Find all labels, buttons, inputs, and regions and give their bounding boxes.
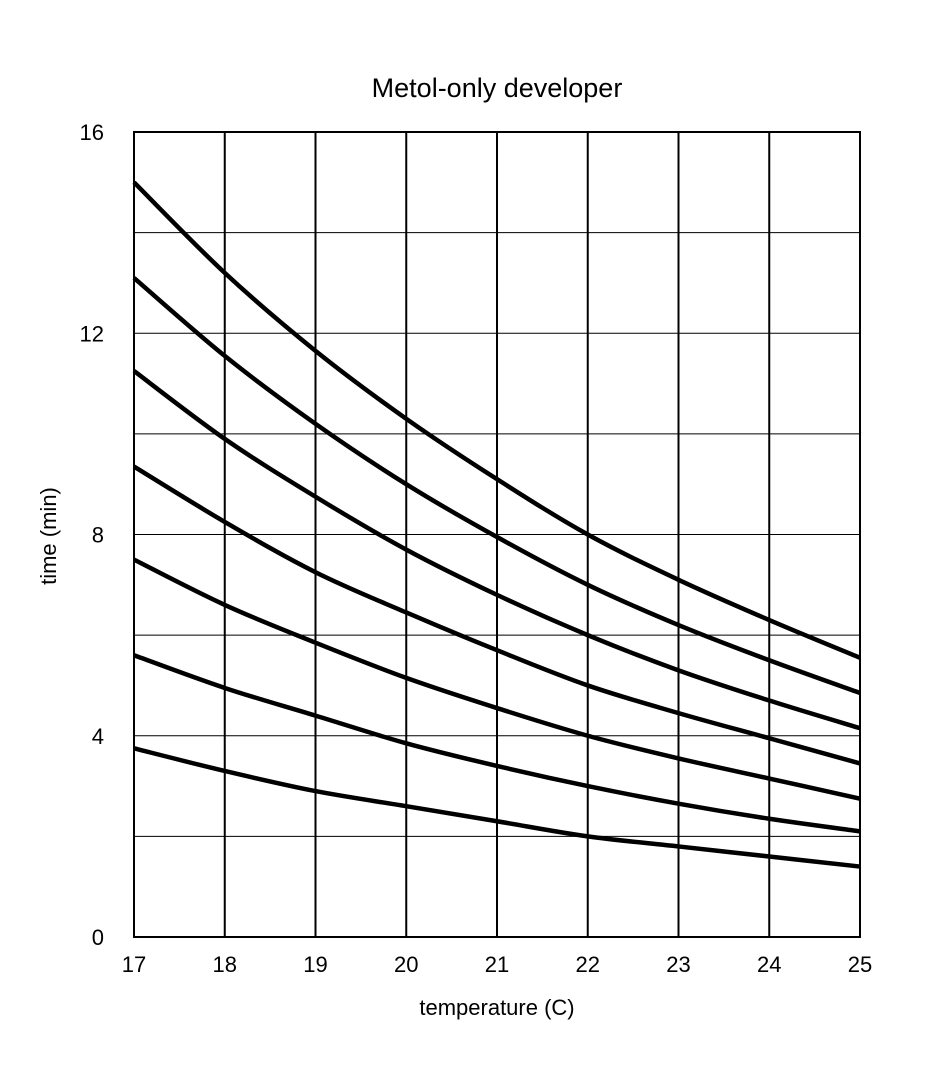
series-line-3 [132,369,861,731]
x-axis-label: temperature (C) [419,995,574,1020]
chart-title: Metol-only developer [372,73,623,103]
y-tick-label: 4 [92,724,104,749]
series-line-6 [133,653,861,834]
series-line-4 [132,464,861,766]
x-tick-label: 17 [122,952,146,977]
y-axis-label: time (min) [36,487,61,585]
series-line-5 [132,557,861,801]
plot-frame [133,131,861,938]
x-tick-label: 24 [757,952,781,977]
x-tick-label: 19 [303,952,327,977]
x-tick-label: 23 [666,952,690,977]
x-tick-label: 25 [848,952,872,977]
series-line-7 [133,746,861,869]
series-line-2 [132,276,861,696]
y-axis-ticks: 0 4 8 12 16 [80,120,104,950]
y-tick-label: 0 [92,925,104,950]
y-tick-label: 12 [80,321,104,346]
x-axis-ticks: 17 18 19 20 21 22 23 24 25 [122,952,872,977]
x-tick-label: 20 [394,952,418,977]
x-tick-label: 18 [213,952,237,977]
y-tick-label: 8 [92,523,104,548]
x-tick-label: 21 [485,952,509,977]
y-tick-label: 16 [80,120,104,145]
x-tick-label: 22 [576,952,600,977]
series-group [132,180,861,869]
series-line-1 [132,180,861,660]
